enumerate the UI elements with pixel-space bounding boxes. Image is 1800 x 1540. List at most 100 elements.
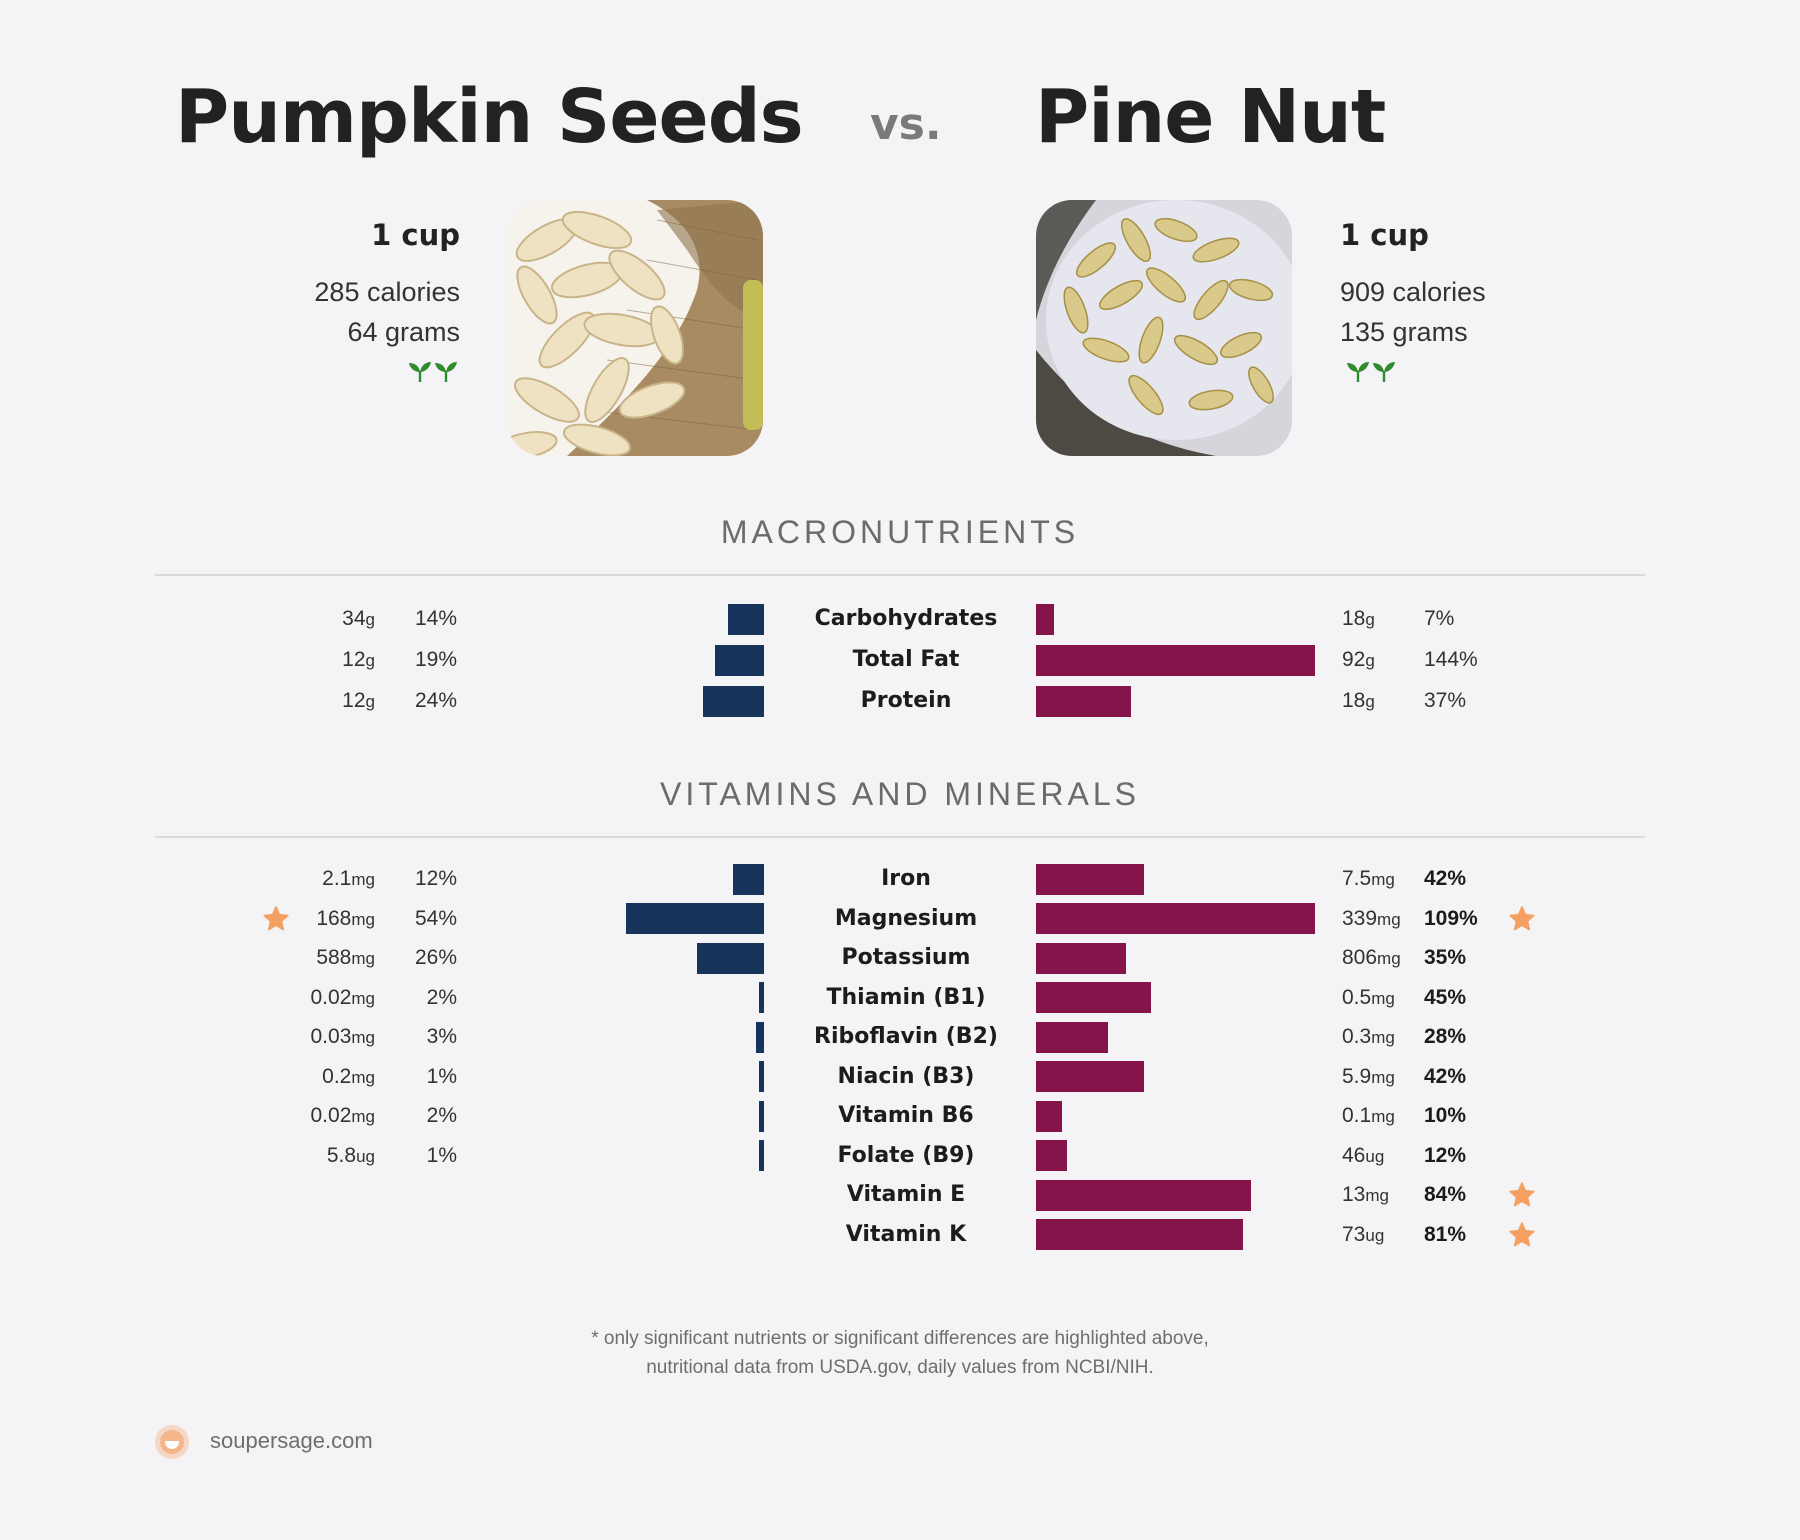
left-bar — [758, 982, 764, 1013]
left-bar — [715, 644, 764, 676]
star-icon — [1508, 1221, 1536, 1249]
left-amount: 0.02mg — [311, 987, 376, 1008]
right-percent: 28% — [1424, 1025, 1467, 1048]
category-label: Folate (B9) — [837, 1142, 975, 1168]
left-amount-value: 34 — [342, 607, 366, 630]
category-label: Total Fat — [852, 647, 960, 672]
right-percent: 45% — [1424, 985, 1467, 1009]
right-amount-unit: mg — [1371, 1107, 1395, 1126]
sprout-icon — [409, 362, 457, 382]
right-amount-value: 7.5 — [1342, 867, 1372, 890]
left-calories: 285 calories — [314, 277, 460, 307]
footnote-line-2: nutritional data from USDA.gov, daily va… — [646, 1357, 1154, 1378]
left-amount: 12g — [342, 690, 375, 711]
right-amount-value: 806 — [1342, 946, 1378, 969]
left-bar — [728, 603, 764, 635]
right-amount: 339mg — [1342, 908, 1401, 929]
left-amount: 5.8ug — [327, 1145, 375, 1166]
right-amount: 46ug — [1342, 1145, 1384, 1166]
left-amount: 0.03mg — [311, 1026, 376, 1047]
right-amount: 73ug — [1342, 1224, 1384, 1245]
left-percent: 2% — [426, 985, 457, 1009]
sprout-icon — [1347, 362, 1395, 382]
category-label: Iron — [881, 866, 931, 891]
category-label: Niacin (B3) — [837, 1063, 975, 1089]
category-label: Magnesium — [834, 905, 978, 931]
right-amount-value: 46 — [1342, 1143, 1366, 1167]
vitamins-divider — [155, 836, 1645, 838]
left-percent: 19% — [414, 648, 457, 671]
category-label: Thiamin (B1) — [826, 984, 986, 1010]
right-percent: 144% — [1424, 648, 1478, 671]
right-amount: 92g — [1342, 649, 1375, 670]
right-percent: 109% — [1424, 906, 1478, 930]
right-amount-value: 73 — [1342, 1222, 1366, 1246]
star-icon — [1508, 1181, 1536, 1209]
right-percent: 42% — [1424, 1064, 1467, 1088]
left-percent: 12% — [414, 867, 457, 890]
right-amount-unit: g — [1365, 692, 1375, 711]
left-serving-size: 1 cup — [371, 218, 460, 252]
right-bar — [1036, 903, 1316, 934]
right-bar — [1036, 1219, 1244, 1250]
left-amount-value: 0.02 — [310, 985, 352, 1009]
left-amount-value: 168 — [316, 906, 352, 930]
left-amount-unit: g — [365, 651, 375, 670]
left-amount: 34g — [342, 608, 375, 629]
right-amount: 0.3mg — [1342, 1026, 1395, 1047]
left-percent: 2% — [426, 1104, 457, 1127]
right-amount-unit: g — [1365, 610, 1375, 629]
left-amount-unit: mg — [351, 1107, 375, 1126]
pumpkin-seeds-photo — [507, 200, 763, 456]
left-bar — [702, 685, 764, 717]
star-icon — [262, 905, 290, 933]
pine-nut-photo — [1036, 200, 1292, 456]
left-percent: 24% — [414, 689, 457, 712]
left-bar — [625, 903, 764, 934]
right-percent: 42% — [1424, 867, 1467, 890]
left-amount-unit: mg — [351, 949, 375, 968]
category-label: Vitamin K — [845, 1221, 967, 1247]
right-amount-value: 18 — [1342, 689, 1366, 712]
right-amount: 13mg — [1342, 1184, 1389, 1205]
right-percent: 35% — [1424, 946, 1467, 969]
right-amount: 0.5mg — [1342, 987, 1395, 1008]
right-bar — [1036, 603, 1054, 635]
left-amount: 0.2mg — [322, 1066, 375, 1087]
left-amount-unit: mg — [351, 1067, 375, 1087]
brand-link[interactable]: soupersage.com — [210, 1428, 373, 1453]
right-bar — [1036, 1140, 1067, 1171]
left-sprout-badge — [408, 360, 460, 389]
left-percent: 3% — [426, 1025, 457, 1048]
right-amount-value: 13 — [1342, 1183, 1366, 1206]
left-amount-unit: g — [365, 610, 375, 629]
left-amount-unit: mg — [351, 870, 375, 889]
left-bar — [756, 1021, 764, 1053]
left-percent: 1% — [426, 1143, 457, 1167]
left-grams: 64 grams — [347, 317, 460, 347]
right-bar — [1036, 1100, 1062, 1132]
category-label: Carbohydrates — [814, 606, 998, 631]
right-amount-value: 0.3 — [1342, 1025, 1372, 1048]
right-grams: 135 grams — [1340, 317, 1468, 347]
vs-label: vs. — [870, 99, 942, 150]
left-amount-value: 12 — [342, 648, 366, 671]
left-bar — [758, 1100, 764, 1132]
right-amount-unit: mg — [1371, 870, 1395, 889]
left-amount: 12g — [342, 649, 375, 670]
right-amount-value: 5.9 — [1342, 1064, 1372, 1088]
left-amount: 2.1mg — [322, 868, 375, 889]
left-amount-value: 5.8 — [326, 1143, 357, 1167]
right-bar — [1036, 1021, 1108, 1053]
left-bar — [759, 1140, 764, 1171]
right-amount: 5.9mg — [1342, 1066, 1395, 1087]
right-calories: 909 calories — [1340, 277, 1486, 307]
left-percent: 26% — [414, 946, 457, 969]
right-bar — [1036, 982, 1152, 1013]
right-amount-value: 92 — [1342, 648, 1366, 671]
left-bar — [733, 863, 764, 895]
left-bar — [759, 1061, 764, 1092]
right-percent: 7% — [1424, 607, 1455, 630]
right-amount-unit: ug — [1365, 1225, 1385, 1245]
